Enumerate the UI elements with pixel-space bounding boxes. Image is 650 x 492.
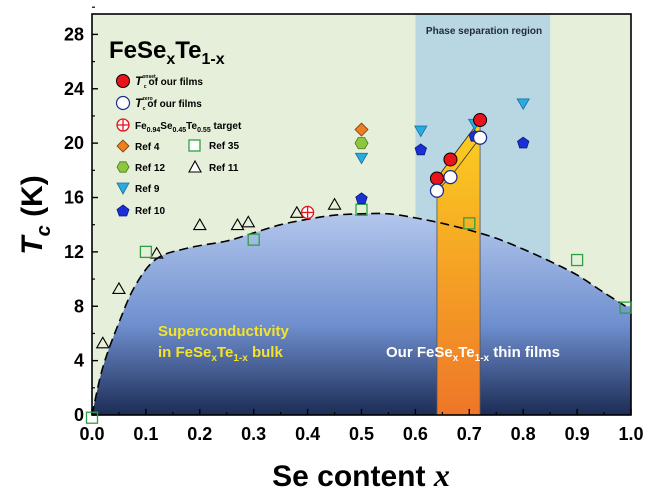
point-ref35 — [570, 253, 584, 267]
legend-label-onset: Tonset c of our films — [135, 74, 203, 90]
point-zero — [472, 130, 488, 145]
chart-title: FeSexTe1-x — [109, 37, 225, 68]
x-tick-label: 0.3 — [241, 424, 266, 444]
point-ref11 — [327, 197, 342, 210]
x-tick-label: 0.8 — [511, 424, 536, 444]
legend-marker-ref11 — [188, 159, 202, 173]
x-tick-label: 0.2 — [187, 424, 212, 444]
x-axis-ticks: 0.0 0.1 0.2 0.3 0.4 0.5 0.6 0.7 0.8 0.9 1.0 — [79, 409, 644, 444]
x-tick-label: 0.9 — [565, 424, 590, 444]
point-ref12 — [354, 137, 369, 150]
point-ref10 — [355, 192, 368, 205]
y-tick-label: 24 — [64, 79, 84, 99]
point-ref11 — [95, 336, 110, 349]
point-target — [300, 205, 315, 220]
point-ref35 — [619, 301, 632, 314]
legend-label-ref12: Ref 12 — [135, 163, 165, 174]
point-ref9 — [516, 98, 530, 111]
legend-marker-ref12 — [116, 161, 130, 173]
point-ref11 — [289, 205, 304, 218]
x-tick-label: 0.1 — [133, 424, 158, 444]
legend-label-ref35: Ref 35 — [209, 141, 239, 152]
legend-marker-ref4 — [116, 139, 130, 153]
legend: Tonset c of our films Tzero c of our films F… — [115, 74, 242, 217]
point-ref11 — [241, 215, 256, 228]
point-ref35 — [355, 203, 368, 216]
point-ref11 — [230, 217, 245, 231]
legend-marker-target — [116, 118, 130, 132]
point-ref10 — [414, 143, 427, 156]
y-axis-ticks: 0 4 8 12 16 20 24 28 — [64, 6, 98, 425]
point-ref35 — [139, 245, 153, 259]
bulk-label-line1: Superconductivity — [158, 323, 290, 340]
y-tick-label: 20 — [64, 133, 84, 153]
y-tick-label: 16 — [64, 188, 84, 208]
x-tick-label: 0.4 — [295, 424, 320, 444]
x-axis-label: Se content x — [272, 457, 450, 492]
y-tick-label: 4 — [74, 351, 84, 371]
x-tick-label: 1.0 — [618, 424, 643, 444]
legend-label-ref11: Ref 11 — [209, 163, 239, 174]
y-tick-label: 8 — [74, 296, 84, 316]
point-ref10 — [517, 136, 530, 149]
legend-label-ref4: Ref 4 — [135, 142, 160, 153]
bulk-tc-curve — [92, 212, 627, 415]
point-ref11 — [149, 246, 164, 259]
films-label: Our FeSexTe1-x thin films — [386, 344, 560, 364]
legend-label-ref9: Ref 9 — [135, 184, 160, 195]
legend-label-target: Fe0.94Se0.45Te0.55 target — [135, 121, 242, 134]
point-ref11 — [111, 281, 126, 294]
point-onset — [473, 113, 488, 128]
point-ref35 — [85, 411, 99, 424]
point-ref9 — [414, 125, 428, 138]
y-axis-label: Tc (K) — [16, 175, 55, 254]
phase-region-label: Phase separation region — [426, 26, 542, 37]
x-tick-label: 0.6 — [403, 424, 428, 444]
legend-marker-ref10 — [116, 204, 130, 217]
point-zero — [443, 169, 458, 185]
x-tick-label: 0.7 — [457, 424, 482, 444]
point-ref35 — [463, 217, 476, 230]
data-points — [85, 98, 632, 424]
legend-marker-ref9 — [116, 182, 130, 195]
legend-label-ref10: Ref 10 — [135, 206, 165, 217]
point-onset — [429, 171, 444, 186]
y-tick-label: 0 — [74, 405, 84, 425]
legend-marker-ref35 — [188, 139, 201, 152]
y-tick-label: 12 — [64, 242, 84, 262]
point-ref11 — [192, 217, 207, 231]
bulk-label-line2: in FeSexTe1-x bulk — [158, 344, 283, 364]
point-ref35 — [247, 233, 260, 246]
legend-marker-zero — [115, 95, 131, 111]
y-tick-label: 28 — [64, 24, 84, 44]
point-ref9 — [354, 152, 369, 165]
point-zero — [429, 183, 445, 198]
legend-label-zero: Tzero c of our films — [135, 96, 202, 112]
bulk-superconductivity-area — [92, 213, 631, 415]
x-tick-label: 0.5 — [349, 424, 374, 444]
point-onset — [443, 152, 458, 167]
legend-marker-onset — [116, 74, 130, 88]
point-ref4 — [354, 122, 369, 137]
x-tick-label: 0.0 — [79, 424, 104, 444]
